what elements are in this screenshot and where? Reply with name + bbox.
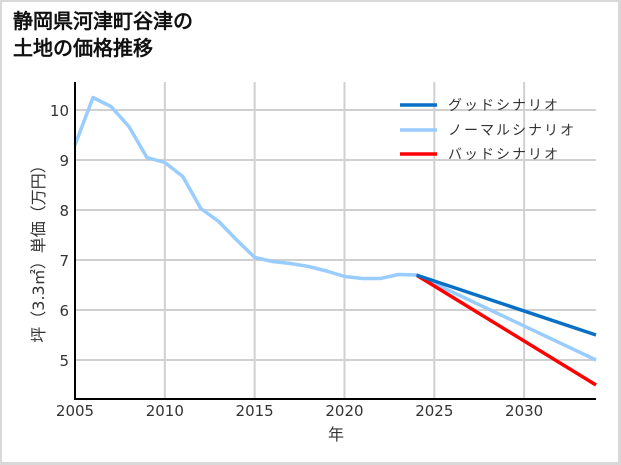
- y-tick-label: 8: [59, 202, 69, 220]
- y-axis-label: 坪（3.3㎡）単価（万円）: [29, 157, 48, 342]
- data-series: [73, 95, 597, 387]
- x-tick-label: 2010: [146, 402, 184, 420]
- legend-label: グッドシナリオ: [448, 98, 560, 114]
- y-tick-label: 9: [59, 152, 69, 170]
- tick-labels: 2005 2010 2015 2020 2025 2030 5 6 7 8 9 10: [50, 102, 543, 420]
- series-line: [415, 273, 597, 387]
- chart-title-line1: 静岡県河津町谷津の: [13, 9, 193, 33]
- legend-label: ノーマルシナリオ: [448, 123, 576, 139]
- y-tick-label: 10: [50, 102, 69, 120]
- x-axis-label: 年: [328, 425, 344, 444]
- series-line: [73, 95, 417, 281]
- x-tick-label: 2015: [236, 402, 274, 420]
- y-tick-label: 6: [59, 302, 69, 320]
- legend-label: バッドシナリオ: [448, 147, 560, 163]
- series-line: [415, 273, 597, 362]
- y-tick-label: 7: [59, 252, 69, 270]
- series-line: [415, 273, 597, 337]
- x-tick-label: 2020: [325, 402, 363, 420]
- x-tick-label: 2025: [415, 402, 453, 420]
- chart-title: 静岡県河津町谷津の 土地の価格推移: [13, 8, 193, 62]
- y-tick-label: 5: [59, 352, 69, 370]
- x-tick-label: 2005: [56, 402, 94, 420]
- axes: [74, 82, 596, 400]
- x-tick-label: 2030: [505, 402, 543, 420]
- chart-title-line2: 土地の価格推移: [13, 36, 153, 60]
